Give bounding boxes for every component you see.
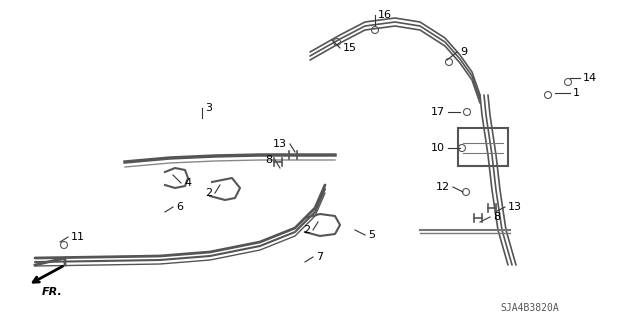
Text: FR.: FR. — [42, 287, 62, 297]
Text: 2: 2 — [205, 188, 212, 198]
Text: 10: 10 — [431, 143, 445, 153]
Text: 11: 11 — [71, 232, 85, 242]
Text: 1: 1 — [573, 88, 580, 98]
Text: 8: 8 — [493, 212, 500, 222]
Text: 12: 12 — [436, 182, 450, 192]
Text: 17: 17 — [431, 107, 445, 117]
Text: 4: 4 — [184, 178, 191, 188]
Text: 13: 13 — [273, 139, 287, 149]
Bar — [458, 128, 508, 166]
Text: 15: 15 — [343, 43, 357, 53]
Text: 7: 7 — [316, 252, 323, 262]
Text: 8: 8 — [265, 155, 272, 165]
Text: 9: 9 — [460, 47, 467, 57]
Text: 6: 6 — [176, 202, 183, 212]
Text: 2: 2 — [303, 225, 310, 235]
Text: 14: 14 — [583, 73, 597, 83]
Text: 3: 3 — [205, 103, 212, 113]
Text: 13: 13 — [508, 202, 522, 212]
Text: 16: 16 — [378, 10, 392, 20]
Text: 5: 5 — [368, 230, 375, 240]
Text: SJA4B3820A: SJA4B3820A — [500, 303, 559, 313]
